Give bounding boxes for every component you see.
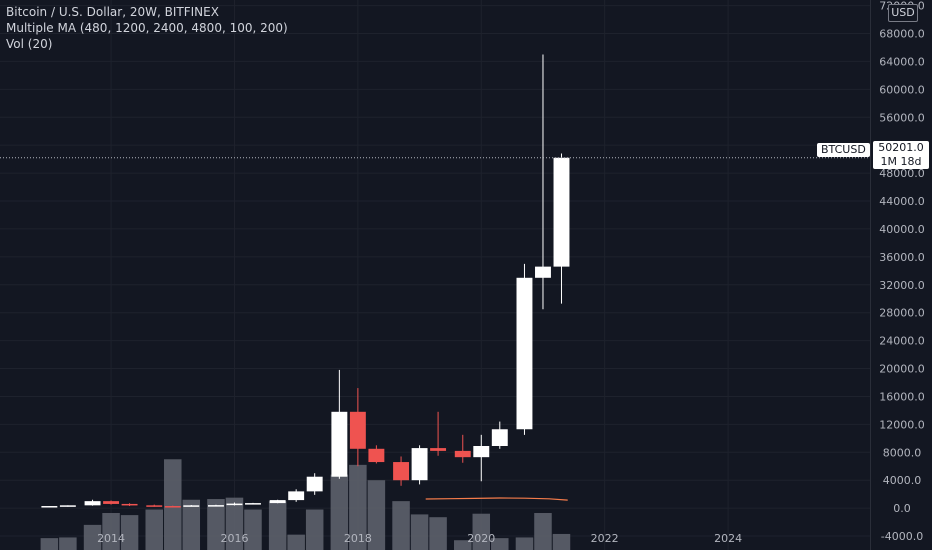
- volume-bar: [330, 474, 349, 550]
- candle-body: [516, 277, 533, 430]
- candle-body: [245, 503, 261, 505]
- volume-bar: [120, 515, 139, 550]
- candle-body: [349, 411, 366, 449]
- candle-body: [473, 446, 490, 458]
- candle-body: [121, 503, 138, 506]
- y-tick-label: 68000.0: [879, 28, 925, 41]
- candle-body: [41, 506, 58, 508]
- price-axis[interactable]: 72000.068000.064000.060000.056000.052000…: [879, 0, 925, 543]
- volume-bar: [244, 509, 262, 550]
- currency-badge[interactable]: USD: [888, 4, 918, 22]
- volume-bar: [182, 499, 201, 550]
- volume-bar: [225, 497, 244, 550]
- time-axis[interactable]: 2014 2016 2018 2020 2022 2024: [97, 532, 742, 545]
- candle-body: [164, 506, 181, 508]
- candle-body: [368, 448, 385, 463]
- volume-bar: [534, 513, 552, 550]
- ticker-label: BTCUSD: [817, 143, 870, 157]
- volume-bar: [367, 480, 386, 550]
- ma-indicator-label[interactable]: Multiple MA (480, 1200, 2400, 4800, 100,…: [6, 21, 288, 35]
- y-tick-label: 20000.0: [879, 363, 925, 376]
- candle-body: [84, 501, 101, 506]
- x-tick-label: 2020: [467, 532, 495, 545]
- volume-bar: [59, 537, 77, 550]
- candle-body: [491, 429, 508, 447]
- volume-bars: [40, 459, 571, 550]
- volume-bar: [491, 538, 509, 550]
- volume-bar: [40, 538, 59, 550]
- candle-body: [454, 450, 471, 458]
- volume-bar: [164, 459, 182, 550]
- y-tick-label: 12000.0: [879, 418, 925, 431]
- y-tick-label: 64000.0: [879, 55, 925, 68]
- ma-series: [425, 497, 568, 501]
- candle-body: [207, 505, 224, 507]
- last-price-value: 50201.0: [878, 141, 924, 154]
- y-tick-label: 0.0: [893, 502, 911, 515]
- candle-body: [393, 462, 410, 481]
- candle-body: [226, 503, 243, 506]
- y-tick-label: 8000.0: [883, 446, 922, 459]
- y-tick-label: 36000.0: [879, 251, 925, 264]
- x-tick-label: 2024: [714, 532, 742, 545]
- candle-body: [183, 505, 200, 507]
- x-tick-label: 2018: [344, 532, 372, 545]
- volume-bar: [305, 509, 324, 550]
- volume-bar: [145, 509, 164, 550]
- volume-bar: [515, 537, 534, 550]
- y-tick-label: 4000.0: [883, 474, 922, 487]
- volume-bar: [268, 501, 287, 550]
- volume-bar: [552, 533, 571, 550]
- y-tick-label: 60000.0: [879, 83, 925, 96]
- candlesticks: [41, 54, 570, 508]
- y-tick-label: 40000.0: [879, 223, 925, 236]
- candle-body: [553, 157, 570, 267]
- volume-bar: [102, 513, 120, 550]
- volume-bar: [392, 501, 410, 550]
- volume-bar: [83, 524, 102, 550]
- y-tick-label: 24000.0: [879, 335, 925, 348]
- chart-grid: [0, 0, 870, 550]
- candle-body: [430, 448, 447, 451]
- y-tick-label: 48000.0: [879, 167, 925, 180]
- y-tick-label: -4000.0: [881, 530, 923, 543]
- volume-bar: [287, 534, 305, 550]
- x-tick-label: 2016: [220, 532, 248, 545]
- volume-bar: [349, 464, 367, 550]
- candle-body: [306, 476, 323, 492]
- candle-body: [269, 500, 286, 504]
- candle-body: [103, 501, 120, 504]
- candle-body: [59, 505, 76, 507]
- volume-bar: [410, 514, 429, 550]
- candle-body: [411, 448, 428, 481]
- candle-body: [535, 266, 551, 278]
- chart-legend: Bitcoin / U.S. Dollar, 20W, BITFINEX Mul…: [6, 4, 288, 52]
- candle-body: [331, 411, 348, 477]
- candle-body: [288, 491, 305, 501]
- candle-body: [146, 505, 163, 507]
- volume-indicator-label[interactable]: Vol (20): [6, 37, 53, 51]
- moving-average-line: [425, 497, 568, 501]
- volume-bar: [207, 499, 225, 550]
- symbol-title[interactable]: Bitcoin / U.S. Dollar, 20W, BITFINEX: [6, 5, 219, 19]
- volume-bar: [472, 513, 491, 550]
- x-tick-label: 2014: [97, 532, 125, 545]
- y-tick-label: 32000.0: [879, 279, 925, 292]
- y-tick-label: 28000.0: [879, 307, 925, 320]
- y-tick-label: 56000.0: [879, 111, 925, 124]
- y-tick-label: 16000.0: [879, 390, 925, 403]
- x-tick-label: 2022: [591, 532, 619, 545]
- volume-bar: [429, 517, 447, 550]
- volume-bar: [454, 540, 472, 550]
- last-price-label: 50201.0 1M 18d: [873, 141, 929, 169]
- bar-countdown: 1M 18d: [880, 155, 922, 168]
- y-tick-label: 44000.0: [879, 195, 925, 208]
